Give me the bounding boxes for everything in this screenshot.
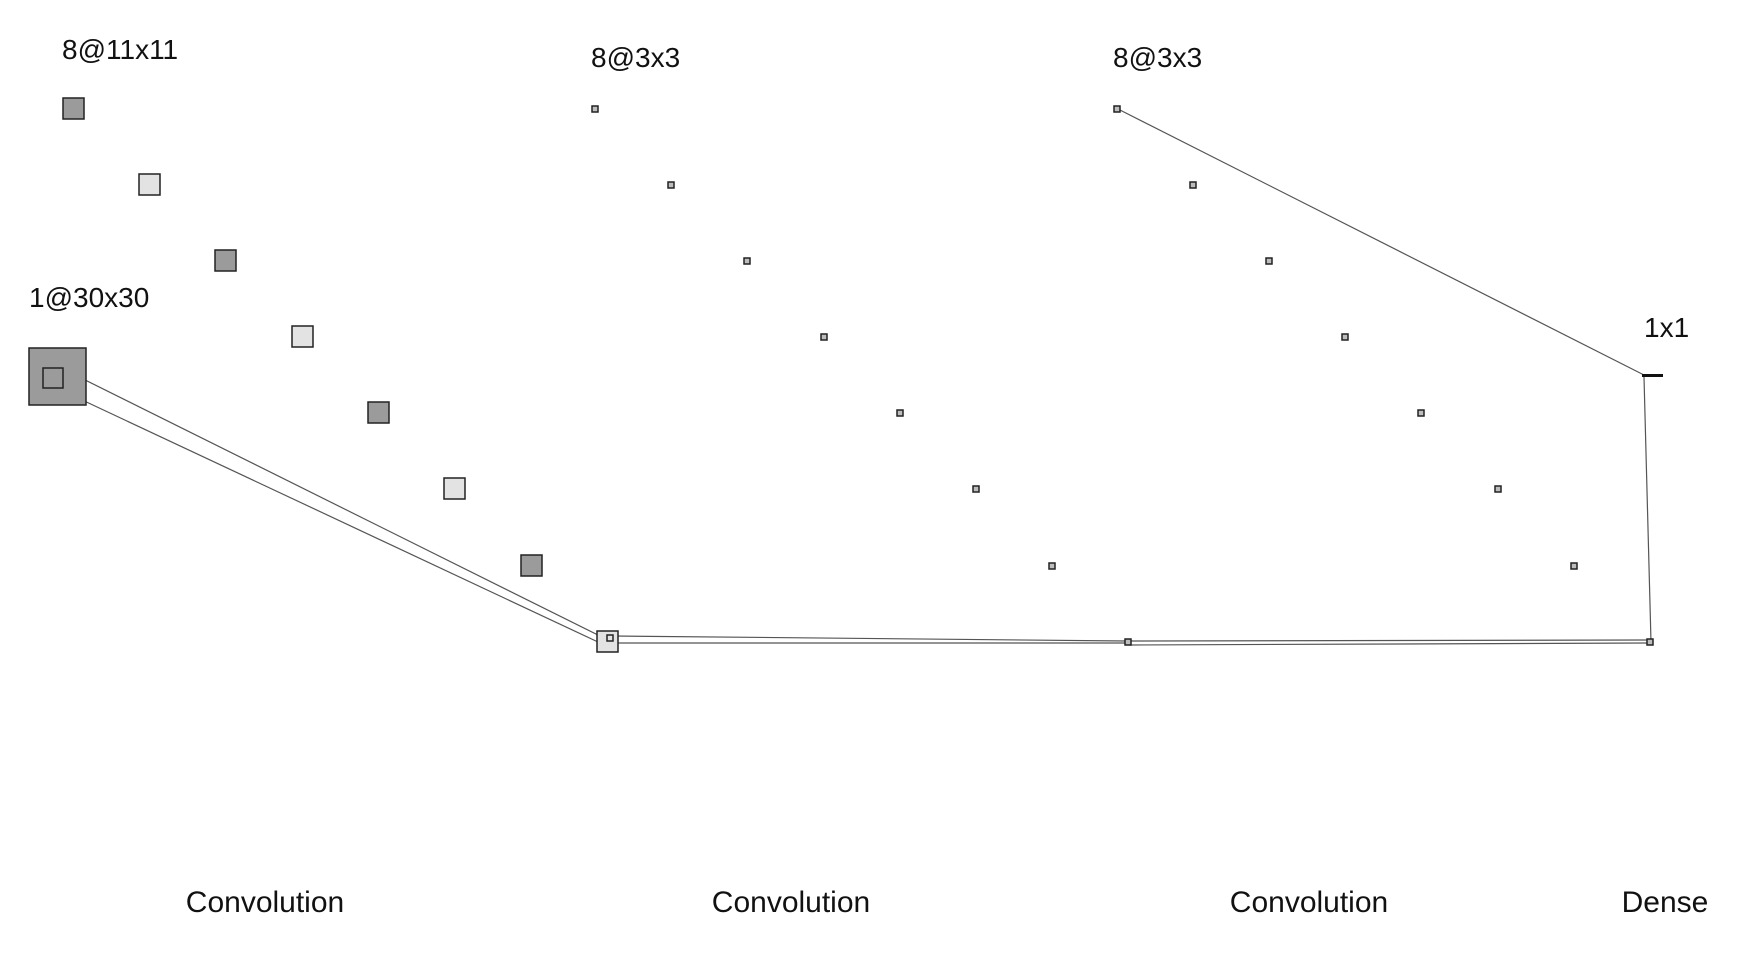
connector-conv1-to-conv2-top	[612, 635, 1128, 642]
conv3-dimension-label: 8@3x3	[1113, 42, 1202, 73]
input-feature-map	[28, 347, 87, 406]
conv2-feature-map	[972, 485, 980, 493]
conv2-feature-map-active	[1124, 638, 1132, 646]
conv1-feature-map	[62, 97, 85, 120]
conv1-feature-map	[291, 325, 314, 348]
conv1-feature-map	[367, 401, 390, 424]
connector-conv3-to-dense-bottom	[1643, 376, 1652, 643]
input-receptive-field	[42, 367, 64, 389]
conv3-feature-map-active	[1113, 105, 1121, 113]
layer-conv1	[62, 97, 619, 653]
conv1-feature-map	[214, 249, 237, 272]
conv3-feature-map	[1570, 562, 1578, 570]
layer-conv2	[591, 105, 1132, 646]
operation-labels: Convolution Convolution Convolution Dens…	[186, 886, 1709, 919]
conv2-feature-map	[896, 409, 904, 417]
conv3-feature-map	[1265, 257, 1273, 265]
conv2-feature-map	[743, 257, 751, 265]
connector-conv2-to-conv3-bottom	[1129, 642, 1649, 646]
conv2-feature-map	[667, 181, 675, 189]
conv3-feature-map	[1646, 638, 1654, 646]
dense-dimension-label: 1x1	[1644, 312, 1689, 343]
layer-conv3	[1113, 105, 1654, 646]
layer-labels: 8@11x11 1@30x30 8@3x3 8@3x3 1x1	[29, 34, 1689, 343]
input-dimension-label: 1@30x30	[29, 282, 149, 313]
conv1-receptive-field	[606, 634, 614, 642]
connector-input-to-conv1-bottom	[62, 390, 599, 643]
conv2-feature-map	[820, 333, 828, 341]
layer-dense	[1642, 374, 1663, 377]
layer-input	[28, 347, 87, 406]
conv1-feature-map	[520, 554, 543, 577]
connector-conv3-to-dense-top	[1115, 107, 1645, 376]
conv2-dimension-label: 8@3x3	[591, 42, 680, 73]
conv1-feature-map	[443, 477, 466, 500]
conv1-dimension-label: 8@11x11	[62, 34, 178, 65]
connector-conv2-to-conv3-top	[1129, 639, 1649, 642]
conv2-feature-map	[591, 105, 599, 113]
connector-input-to-conv1-top	[62, 368, 609, 641]
operation-label-4: Dense	[1622, 886, 1709, 919]
connectors	[62, 107, 1652, 646]
operation-label-2: Convolution	[712, 886, 870, 919]
operation-label-1: Convolution	[186, 886, 344, 919]
conv1-feature-map	[138, 173, 161, 196]
conv3-feature-map	[1189, 181, 1197, 189]
operation-label-3: Convolution	[1230, 886, 1388, 919]
conv3-feature-map	[1417, 409, 1425, 417]
conv3-feature-map	[1341, 333, 1349, 341]
dense-unit	[1642, 374, 1663, 377]
conv3-feature-map	[1494, 485, 1502, 493]
conv2-feature-map	[1048, 562, 1056, 570]
